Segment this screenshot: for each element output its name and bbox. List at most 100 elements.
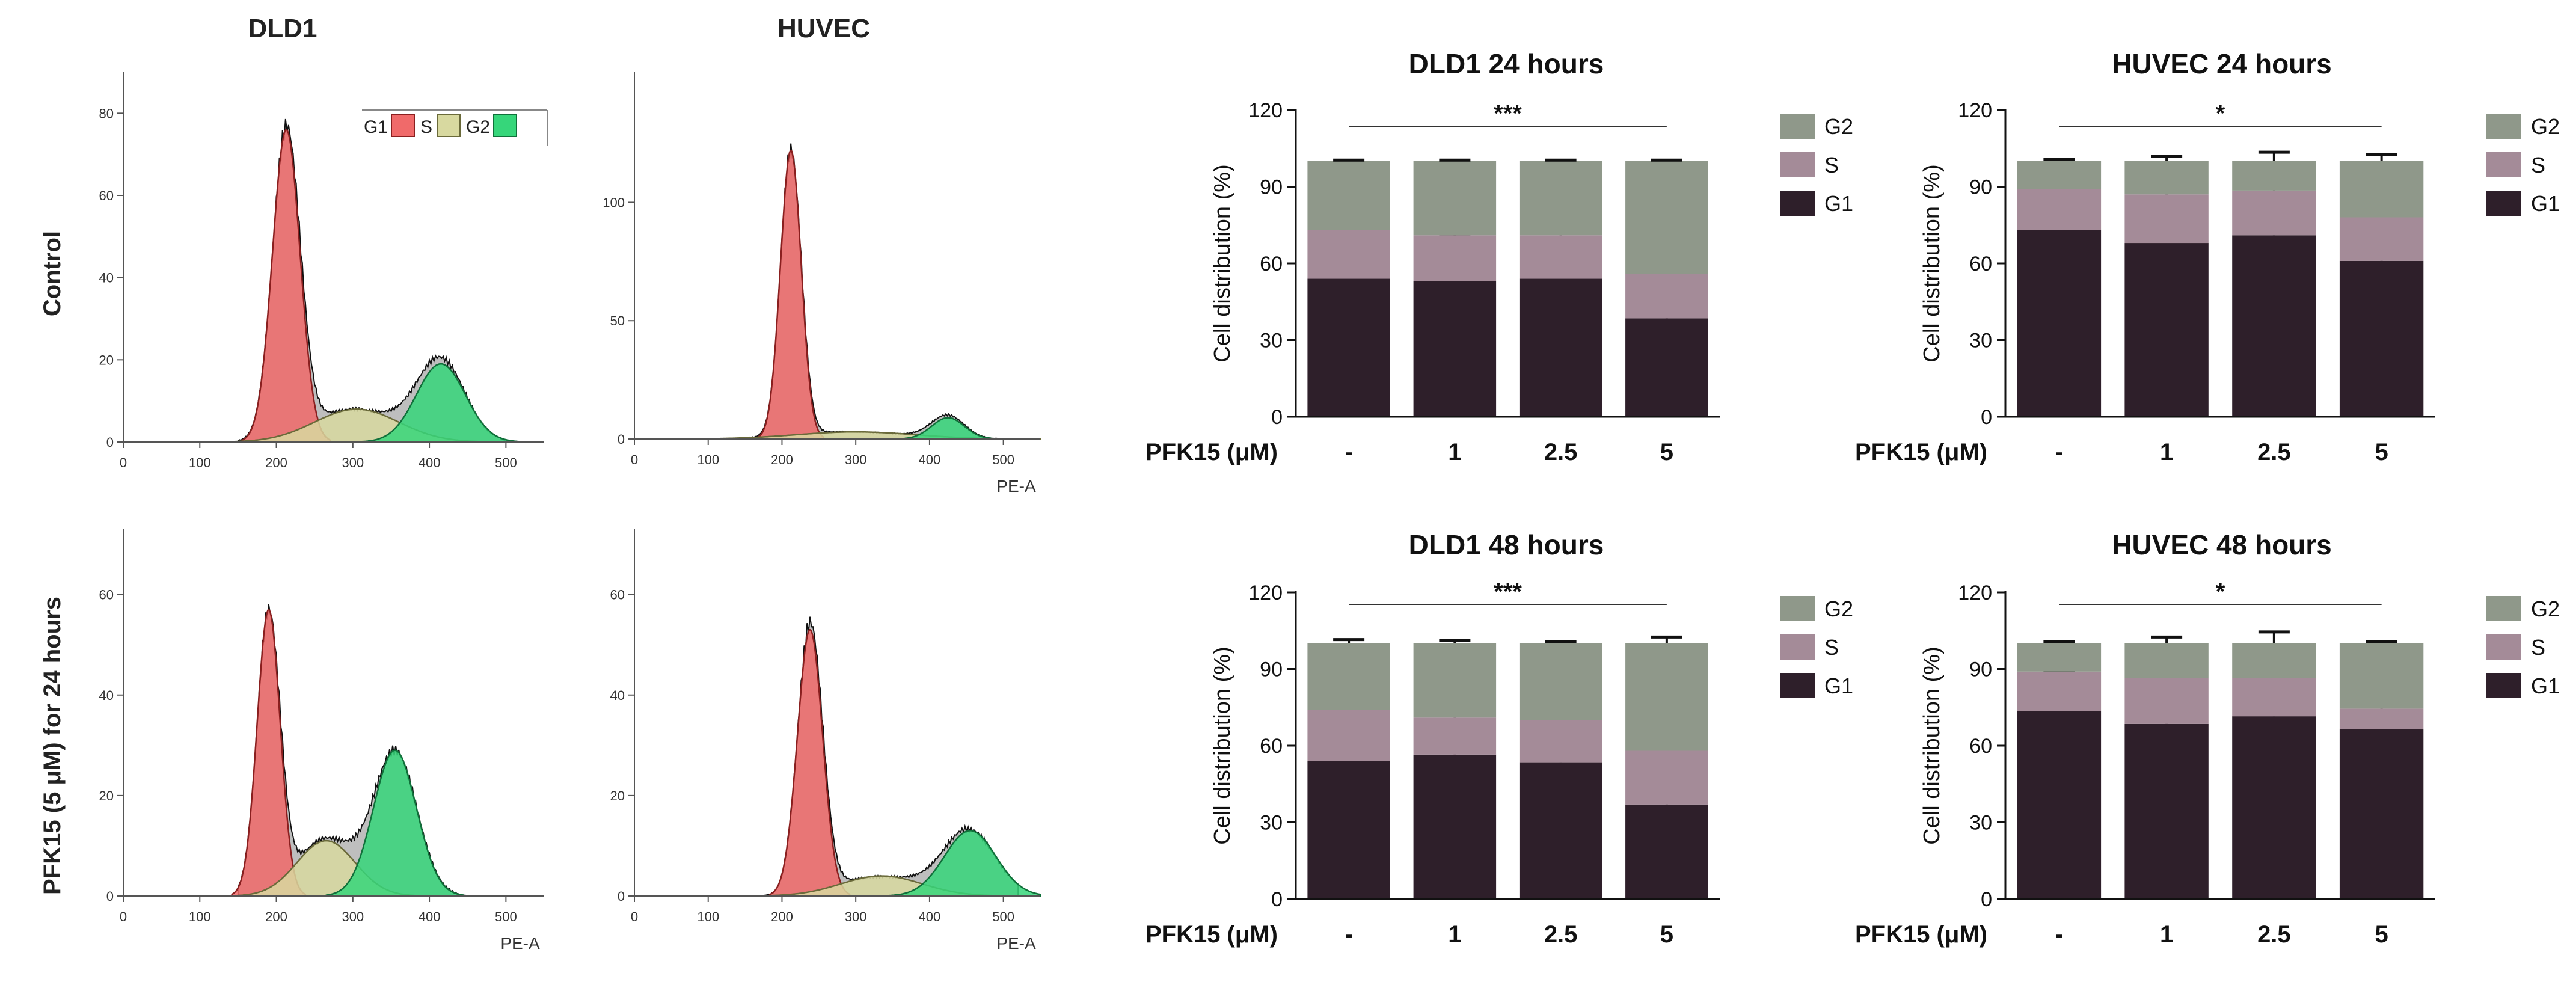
- bar-s-1: [2124, 194, 2209, 244]
- x-tick-label-0: 0: [120, 909, 127, 924]
- significance-stars: *: [2216, 100, 2225, 127]
- category-label-1: 1: [1448, 921, 1461, 948]
- bar-s-5: [2339, 708, 2424, 729]
- legend-swatch-g1: [2486, 673, 2521, 698]
- x-tick-label-300: 300: [342, 455, 364, 470]
- y-tick-label-0: 0: [106, 889, 114, 904]
- x-tick-label-0: 0: [631, 909, 638, 924]
- x-tick-label-0: 0: [120, 455, 127, 470]
- y-tick-label-50: 50: [610, 313, 625, 328]
- fit-g2: [895, 417, 1001, 440]
- bar-s-: [1307, 710, 1390, 761]
- bar-s-: [1307, 230, 1390, 279]
- bar-g2-: [2017, 161, 2102, 189]
- bar-g1-2-5: [2232, 235, 2316, 417]
- category-label-2-5: 2.5: [2257, 921, 2291, 948]
- legend-swatch-s: [1780, 634, 1815, 660]
- y-tick-label-0: 0: [1981, 888, 1992, 911]
- x-axis-title: PFK15 (μM): [1855, 921, 1987, 948]
- legend-swatch-g2: [2486, 596, 2521, 621]
- category-label-1: 1: [1448, 439, 1461, 465]
- fit-g2: [325, 749, 465, 897]
- y-tick-label-0: 0: [1271, 406, 1283, 429]
- x-tick-label-200: 200: [265, 455, 287, 470]
- x-tick-label-100: 100: [189, 455, 211, 470]
- legend-swatch-g2: [1780, 596, 1815, 621]
- legend-label-g2: G2: [1824, 597, 1853, 621]
- significance-stars: *: [2216, 578, 2225, 605]
- bar-g2-2-5: [1519, 643, 1602, 720]
- bar-g2-5: [2339, 161, 2424, 218]
- bar-g1-1: [2124, 243, 2209, 417]
- bar-legend: G2 S G1: [2486, 596, 2560, 698]
- x-axis-title: PFK15 (μM): [1145, 439, 1278, 465]
- legend-label-s: S: [1824, 153, 1839, 177]
- y-tick-label-30: 30: [1260, 812, 1283, 835]
- category-label-5: 5: [1660, 921, 1673, 948]
- bar-g2-: [1307, 643, 1390, 710]
- x-tick-label-500: 500: [992, 452, 1014, 467]
- bar-chart-dld1-48-hours: DLD1 48 hours - 1 2.5 5 0 30 60 90 120 Cell distri…: [1145, 529, 1853, 948]
- flow-legend-label-g1: G1: [364, 117, 388, 137]
- x-tick-label-400: 400: [919, 452, 941, 467]
- category-label-2-5: 2.5: [1544, 921, 1578, 948]
- flow-legend-label-s: S: [420, 117, 432, 137]
- x-tick-label-200: 200: [771, 909, 793, 924]
- y-tick-label-60: 60: [1260, 253, 1283, 275]
- y-tick-label-20: 20: [610, 788, 625, 803]
- bar-g2-1: [1413, 643, 1497, 718]
- category-label-1: 1: [2160, 439, 2173, 465]
- bar-s-2-5: [1519, 235, 1602, 279]
- y-tick-label-80: 80: [99, 106, 114, 121]
- bar-s-1: [1413, 235, 1497, 281]
- y-tick-label-30: 30: [1260, 330, 1283, 352]
- y-tick-label-120: 120: [1958, 582, 1992, 604]
- flow-legend-swatch-g2: [493, 114, 517, 137]
- column-title-dld1: DLD1: [248, 14, 317, 43]
- bar-g2-1: [2124, 161, 2209, 195]
- y-tick-label-20: 20: [99, 788, 114, 803]
- y-tick-label-90: 90: [1260, 658, 1283, 681]
- legend-label-g2: G2: [2531, 114, 2560, 139]
- y-tick-label-90: 90: [1969, 176, 1992, 199]
- bar-g2-5: [1625, 643, 1708, 751]
- category-label-2-5: 2.5: [2257, 439, 2291, 465]
- x-axis-label: PE-A: [996, 477, 1036, 496]
- flow-panel-dld1-control: 0 100 200 300 400 500 0 20 40 60 80 G1 S G2: [99, 72, 548, 470]
- bar-chart-huvec-48-hours: HUVEC 48 hours - 1 2.5 5 0 30 60 90 120 Cell distr…: [1855, 529, 2560, 948]
- chart-title: DLD1 48 hours: [1409, 529, 1604, 560]
- bar-g1-5: [2339, 729, 2424, 899]
- bar-g1-2-5: [1519, 278, 1602, 417]
- chart-title: DLD1 24 hours: [1409, 48, 1604, 79]
- bar-s-5: [2339, 217, 2424, 261]
- category-label-: -: [1345, 921, 1352, 948]
- x-tick-label-300: 300: [342, 909, 364, 924]
- flow-panel-huvec-pfk15-5-m-for-24-hours: 0 100 200 300 400 500 0 20 40 60 PE-A: [610, 529, 1041, 953]
- legend-swatch-s: [1780, 152, 1815, 177]
- bar-s-2-5: [2232, 190, 2316, 236]
- bar-g2-1: [2124, 643, 2209, 678]
- bar-legend: G2 S G1: [1780, 114, 1853, 216]
- x-tick-label-500: 500: [495, 909, 517, 924]
- bar-chart-huvec-24-hours: HUVEC 24 hours - 1 2.5 5 0 30 60 90 120 Cell distr…: [1855, 48, 2560, 465]
- x-tick-label-200: 200: [265, 909, 287, 924]
- bar-g2-1: [1413, 161, 1497, 236]
- column-title-huvec: HUVEC: [777, 14, 870, 43]
- x-tick-label-400: 400: [419, 455, 441, 470]
- bar-g1-1: [1413, 281, 1497, 417]
- y-tick-label-30: 30: [1969, 812, 1992, 835]
- legend-swatch-s: [2486, 152, 2521, 177]
- x-tick-label-100: 100: [697, 452, 719, 467]
- legend-label-g1: G1: [1824, 191, 1853, 216]
- x-tick-label-200: 200: [771, 452, 793, 467]
- y-tick-label-60: 60: [99, 588, 114, 603]
- y-tick-label-0: 0: [618, 432, 625, 447]
- x-tick-label-500: 500: [992, 909, 1014, 924]
- flow-legend-swatch-s: [437, 114, 461, 137]
- bar-s-5: [1625, 750, 1708, 805]
- category-label-: -: [2055, 439, 2063, 465]
- y-tick-label-30: 30: [1969, 330, 1992, 352]
- bar-s-: [2017, 189, 2102, 230]
